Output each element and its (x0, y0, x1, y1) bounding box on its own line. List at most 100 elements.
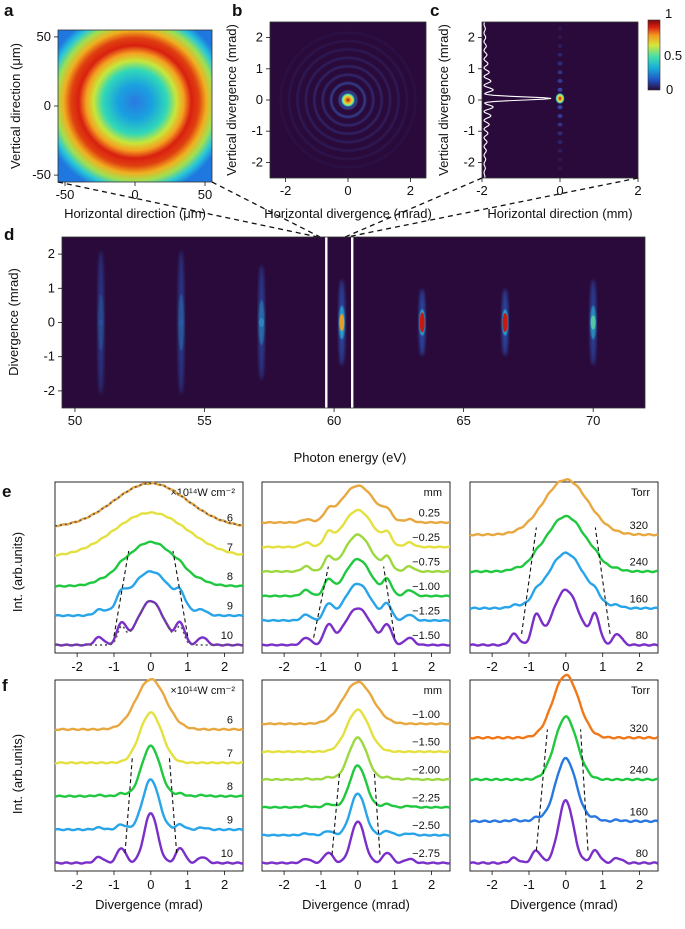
x-tick-label: 2 (221, 877, 228, 892)
y-tick-label: 1 (468, 61, 475, 76)
x-tick-label: 50 (198, 187, 212, 202)
y-tick-label: 2 (256, 30, 263, 45)
x-tick-label: 0 (344, 183, 351, 198)
panel-c-xticks: -2 0 2 (476, 178, 642, 198)
fringe-guide-line (113, 550, 130, 637)
plot-xlabel: Divergence (mrad) (95, 897, 203, 912)
series-line-6 (261, 820, 451, 865)
x-tick-label: -2 (486, 877, 498, 892)
series-line-3 (54, 744, 244, 798)
x-tick-label: -2 (278, 659, 290, 674)
x-tick-label: -2 (71, 877, 83, 892)
x-tick-label: 65 (456, 413, 470, 428)
series-line-6 (261, 607, 451, 647)
panel-b-yticks: 2 1 0 -1 -2 (251, 30, 270, 169)
plot-header: ×10¹⁴W cm⁻² (170, 487, 235, 499)
fringe-spot (557, 157, 563, 162)
plot-frame (469, 679, 659, 872)
x-tick-label: 1 (599, 877, 606, 892)
series-label: 320 (630, 723, 648, 735)
fringe-spot (557, 52, 563, 57)
panel-a-yticks: 50 0 -50 (32, 29, 58, 182)
series-line-3 (261, 533, 451, 574)
y-tick-label: 50 (37, 29, 51, 44)
connector-c-left (344, 177, 483, 238)
harmonic-peak (590, 315, 596, 330)
simulation-dotted-line (55, 600, 243, 646)
fringe-spot (557, 166, 563, 171)
series-label: −0.25 (412, 532, 440, 544)
x-tick-label: -1 (523, 877, 535, 892)
fringe-guide-line (594, 527, 611, 635)
series-line-2 (54, 711, 244, 765)
series-label: 320 (630, 520, 648, 532)
x-tick-label: 50 (68, 413, 82, 428)
y-tick-label: -1 (251, 123, 263, 138)
fringe-spot (557, 35, 563, 40)
panel-c-ylabel: Vertical divergence (mrad) (436, 24, 451, 176)
y-tick-label: 2 (468, 30, 475, 45)
panel-e-label: e (2, 482, 11, 501)
airy-ring (296, 48, 400, 152)
row-f: f Int. (arb.units) (2, 676, 25, 814)
plot-xlabel: Divergence (mrad) (302, 897, 410, 912)
fringe-spot (557, 70, 563, 75)
fringe-guide-line (124, 756, 133, 854)
y-tick-label: 0 (48, 315, 55, 330)
x-tick-label: 1 (391, 877, 398, 892)
x-tick-label: 1 (184, 659, 191, 674)
panel-c: c 2 1 0 -1 -2 -2 0 2 Vertical divergence (mrad… (430, 1, 642, 221)
fringe-spot (557, 113, 563, 118)
x-tick-label: 60 (327, 413, 341, 428)
series-label: 160 (630, 593, 648, 605)
airy-ring (287, 39, 409, 161)
fringe-spot (557, 122, 563, 127)
airy-ring (338, 90, 358, 110)
x-tick-label: 2 (428, 877, 435, 892)
series-label: −1.00 (412, 581, 440, 593)
plot-xlabel: Divergence (mrad) (510, 897, 618, 912)
plot-header: mm (424, 685, 442, 697)
y-tick-label: -50 (32, 167, 51, 182)
x-tick-label: 2 (636, 877, 643, 892)
panel-f-label: f (2, 676, 8, 695)
series-label: −0.75 (412, 557, 440, 569)
x-tick-label: -1 (315, 659, 327, 674)
panel-b: b 2 1 0 -1 -2 -2 0 2 Vertical divergence (mrad… (224, 1, 432, 221)
plot-header: mm (424, 487, 442, 499)
x-tick-label: -2 (476, 183, 488, 198)
series-line-3 (469, 756, 659, 824)
x-tick-label: 2 (221, 659, 228, 674)
x-tick-label: 0 (354, 877, 361, 892)
panel-e-ylabel: Int. (arb.units) (10, 532, 25, 612)
series-line-1 (261, 680, 451, 726)
plot-e2: -2 -1 0 1 2 mm 0.25 −0.25 −0.75 −1.00 −1.25 −1.50 (261, 481, 451, 674)
series-line-4 (54, 570, 244, 618)
fringe-spot (557, 61, 563, 66)
series-label: 7 (227, 748, 233, 760)
panel-a-label: a (4, 1, 14, 20)
panel-d-ylabel: Divergence (mrad) (6, 268, 21, 376)
panel-c-yticks: 2 1 0 -1 -2 (463, 30, 482, 169)
series-label: 240 (630, 765, 648, 777)
airy-ring (304, 56, 392, 144)
x-tick-label: 70 (586, 413, 600, 428)
series-line-5 (261, 582, 451, 623)
y-tick-label: 0 (256, 92, 263, 107)
colorbar-tick-max: 1 (665, 6, 672, 21)
fringe-guide-line (580, 729, 589, 851)
y-tick-label: 0 (468, 92, 475, 107)
y-tick-label: 1 (48, 280, 55, 295)
y-tick-label: -1 (463, 123, 475, 138)
x-tick-label: -2 (486, 659, 498, 674)
series-line-4 (261, 557, 451, 598)
panel-c-spots (555, 26, 565, 171)
series-line-1 (469, 673, 659, 740)
x-tick-label: -2 (280, 183, 292, 198)
harmonic-peak (502, 313, 508, 332)
x-tick-label: 0 (562, 659, 569, 674)
panel-c-label: c (430, 1, 439, 20)
fringe-guide-line (331, 773, 340, 855)
fringe-guide-line (535, 729, 548, 851)
